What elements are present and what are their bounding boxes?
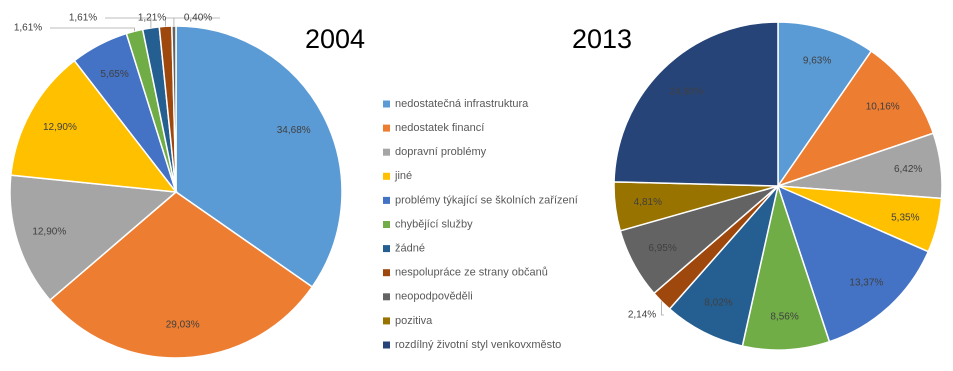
leader-line	[165, 17, 174, 27]
legend-swatch	[383, 317, 390, 325]
data-label: 0,40%	[184, 13, 212, 24]
legend-label: chybějící služby	[395, 218, 473, 230]
pie-slice	[776, 50, 935, 188]
data-label: 10,16%	[866, 102, 900, 113]
legend-label: nespolupráce ze strany občanů	[395, 267, 548, 279]
legend-swatch	[383, 245, 390, 253]
pie-slice	[175, 25, 343, 288]
data-label: 1,21%	[138, 13, 166, 24]
data-label: 8,02%	[704, 298, 732, 309]
legend-swatch	[383, 148, 390, 156]
legend-label: nedostatečná infrastruktura	[395, 98, 529, 110]
pie-slice	[9, 174, 178, 302]
data-label: 2,14%	[628, 310, 656, 321]
data-label: 29,03%	[166, 319, 200, 330]
legend-label: problémy týkající se školních zařízení	[395, 194, 578, 206]
data-label: 34,68%	[277, 125, 311, 136]
legend-label: neopodpověděli	[395, 291, 473, 303]
pie-slice	[613, 21, 779, 187]
chart-title: 2013	[572, 24, 632, 54]
legend-label: jiné	[394, 170, 412, 182]
pie-slice	[10, 59, 178, 193]
data-label: 12,90%	[32, 226, 66, 237]
data-label: 13,37%	[849, 278, 883, 289]
legend-label: rozdílný životní styl venkovxměsto	[395, 339, 561, 351]
legend-swatch	[383, 100, 390, 108]
leader-line	[50, 27, 135, 32]
legend-swatch	[383, 221, 390, 228]
legend-swatch	[383, 341, 390, 349]
leader-line	[661, 301, 664, 316]
data-label: 6,42%	[894, 164, 922, 175]
legend-swatch	[383, 124, 390, 132]
data-label: 1,61%	[69, 13, 97, 24]
data-label: 6,95%	[648, 243, 676, 254]
pie-slice	[741, 183, 831, 351]
chart-title: 2004	[305, 24, 365, 54]
data-label: 12,90%	[43, 122, 77, 133]
data-label: 5,65%	[100, 69, 128, 80]
legend-swatch	[383, 196, 390, 204]
legend-label: pozitiva	[395, 315, 433, 327]
legend-swatch	[383, 172, 390, 180]
legend-swatch	[383, 269, 390, 277]
data-label: 1,61%	[14, 23, 42, 34]
pie-slice	[48, 191, 314, 359]
leader-line	[173, 17, 220, 27]
data-label: 8,56%	[770, 312, 798, 323]
legend-label: žádné	[395, 243, 425, 255]
legend-label: dopravní problémy	[395, 146, 487, 158]
data-label: 9,63%	[803, 55, 831, 66]
legend-label: nedostatek financí	[395, 122, 484, 134]
legend-swatch	[383, 293, 390, 301]
pie-slice	[777, 21, 873, 189]
pie-slice	[776, 184, 930, 343]
data-label: 4,81%	[634, 197, 662, 208]
leader-line	[105, 17, 152, 28]
data-label: 24,60%	[669, 87, 703, 98]
data-label: 5,35%	[891, 212, 919, 223]
